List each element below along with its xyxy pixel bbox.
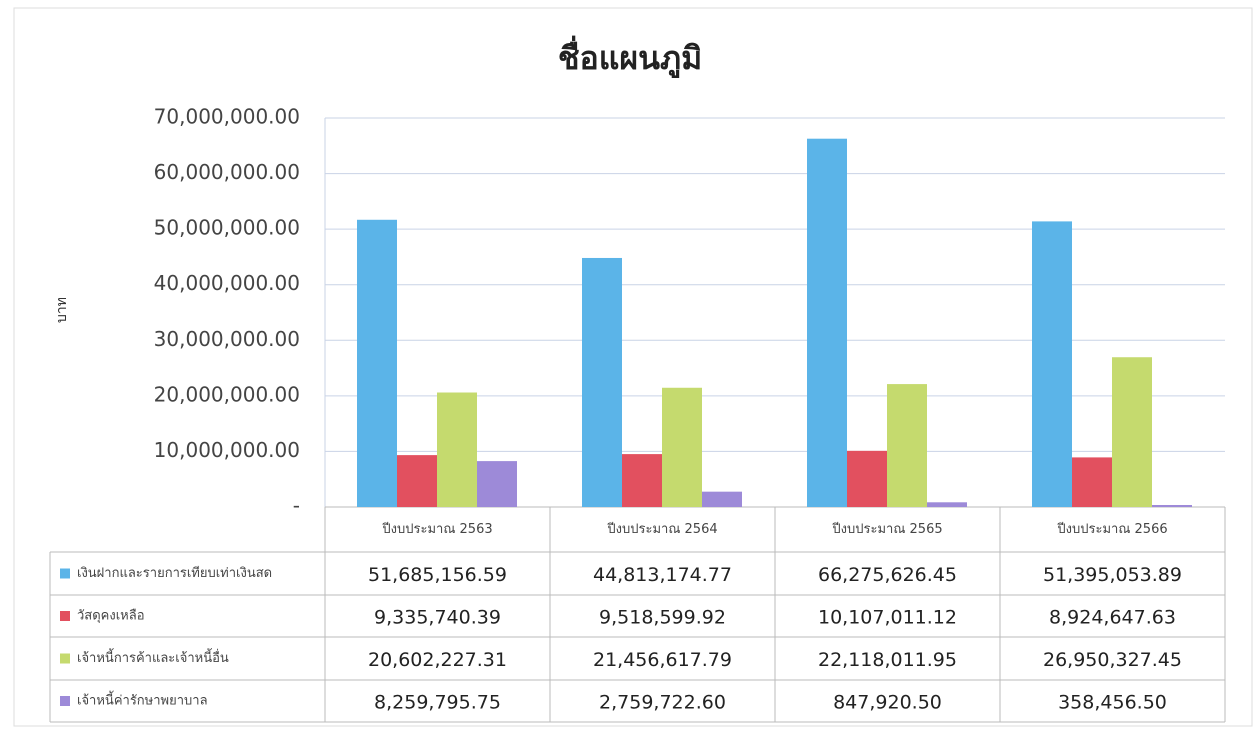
legend-label: เจ้าหนี้ค่ารักษาพยาบาล (77, 691, 208, 709)
x-tick-label: ปีงบประมาณ 2564 (606, 521, 717, 537)
value-label: 8,259,795.75 (374, 692, 501, 714)
bar (1112, 357, 1152, 507)
y-tick-label: 30,000,000.00 (154, 327, 300, 351)
value-label: 22,118,011.95 (818, 649, 957, 671)
y-tick-label: 20,000,000.00 (154, 382, 300, 406)
value-label: 26,950,327.45 (1043, 649, 1182, 671)
bar (847, 450, 887, 507)
legend-swatch (60, 653, 70, 664)
bar (1072, 457, 1112, 507)
value-label: 51,395,053.89 (1043, 564, 1182, 586)
x-tick-label: ปีงบประมาณ 2566 (1056, 521, 1167, 537)
bar (807, 138, 847, 507)
value-label: 21,456,617.79 (593, 649, 732, 671)
value-label: 44,813,174.77 (593, 564, 732, 586)
y-tick-label: 50,000,000.00 (154, 216, 300, 240)
chart-title: ชื่อแผนภูมิ (558, 35, 702, 79)
y-tick-label: - (293, 494, 300, 518)
value-label: 20,602,227.31 (368, 649, 507, 671)
bar (1152, 505, 1192, 507)
legend-swatch (60, 696, 70, 706)
y-tick-label: 40,000,000.00 (154, 271, 300, 295)
bar (927, 502, 967, 507)
bar (702, 491, 742, 507)
value-label: 51,685,156.59 (368, 564, 507, 586)
bar (887, 384, 927, 507)
bar (357, 219, 397, 507)
bar (582, 257, 622, 507)
x-tick-label: ปีงบประมาณ 2563 (381, 521, 492, 537)
value-label: 358,456.50 (1058, 692, 1167, 714)
value-label: 2,759,722.60 (599, 692, 726, 714)
y-tick-label: 70,000,000.00 (154, 105, 300, 129)
legend-swatch (60, 611, 70, 621)
value-label: 9,518,599.92 (599, 607, 726, 629)
value-label: 9,335,740.39 (374, 607, 501, 629)
bar (1032, 221, 1072, 507)
bar (622, 454, 662, 507)
legend-label: เจ้าหนี้การค้าและเจ้าหนี้อื่น (77, 648, 229, 666)
legend-label: วัสดุคงเหลือ (77, 608, 145, 624)
bar (437, 392, 477, 507)
value-label: 10,107,011.12 (818, 607, 957, 629)
y-tick-label: 60,000,000.00 (154, 160, 300, 184)
bar (662, 387, 702, 507)
legend-swatch (60, 568, 70, 579)
x-tick-label: ปีงบประมาณ 2565 (831, 521, 942, 537)
value-label: 8,924,647.63 (1049, 607, 1176, 629)
value-label: 847,920.50 (833, 692, 942, 714)
bar (477, 461, 517, 507)
y-tick-label: 10,000,000.00 (154, 438, 300, 462)
value-label: 66,275,626.45 (818, 564, 957, 586)
legend-label: เงินฝากและรายการเทียบเท่าเงินสด (77, 565, 272, 581)
bar (397, 455, 437, 507)
y-axis-label: บาท (54, 297, 70, 323)
